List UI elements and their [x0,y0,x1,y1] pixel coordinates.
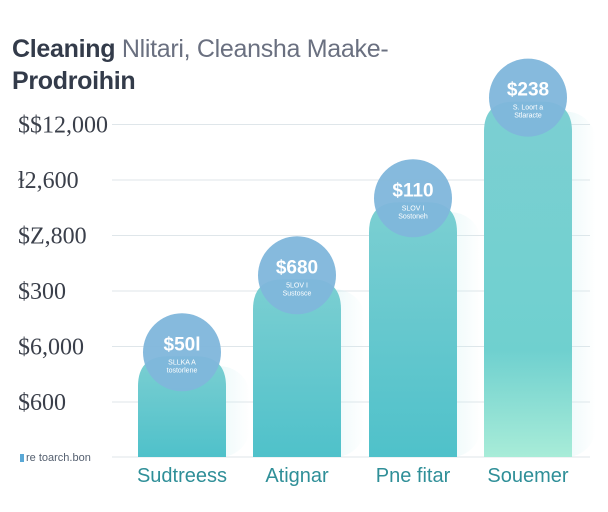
bar-note-label: SLLKA A [168,359,196,366]
value-bubble [258,236,336,315]
bar-value-label: $110 [392,180,433,201]
y-tick-label: $600 [18,390,66,416]
bar-note-label: Sostoneh [398,213,428,220]
bar-value-label: $238 [507,80,549,101]
x-tick-label: Pne fitar [376,465,451,487]
bar [484,101,572,457]
x-tick-label: Souemer [487,465,568,487]
bar-note-label: 5LOV I [286,282,308,289]
y-tick-label: $300 [18,279,66,305]
chart-title-part-2: Nlitari, Cleansha Maake- [121,35,389,63]
bar-note-label: Sustosce [283,290,312,297]
chart-title: Cleaning Nlitari, Cleansha Maake- [12,34,389,64]
value-bubble [489,58,567,137]
legend-swatch [20,454,24,462]
bar [253,279,341,457]
y-tick-label: $6,000 [18,335,84,361]
bar-value-label: $50l [164,334,201,355]
value-bubble [374,159,452,238]
y-tick-label: $Z,800 [18,224,87,250]
x-tick-label: Sudtreess [137,465,227,487]
chart-subtitle: Prodroihin [12,67,136,95]
x-tick-label: Atignar [265,465,329,487]
value-bubble [143,313,221,392]
chart-title-part-1: Cleaning [12,35,116,63]
legend: re toarch.bon [20,452,91,464]
y-tick-label: $$12,000 [18,113,108,139]
bar-value-label: $680 [276,257,318,278]
legend-label: re toarch.bon [26,452,91,464]
bar-note-label: SLOV I [402,205,425,212]
y-tick-label: ɫ2,600 [18,168,79,194]
bar-note-label: Stlaracte [514,113,542,120]
bar [369,202,457,457]
bar-note-label: S. Loort a [513,105,543,112]
bar-note-label: tostorlene [167,367,198,374]
